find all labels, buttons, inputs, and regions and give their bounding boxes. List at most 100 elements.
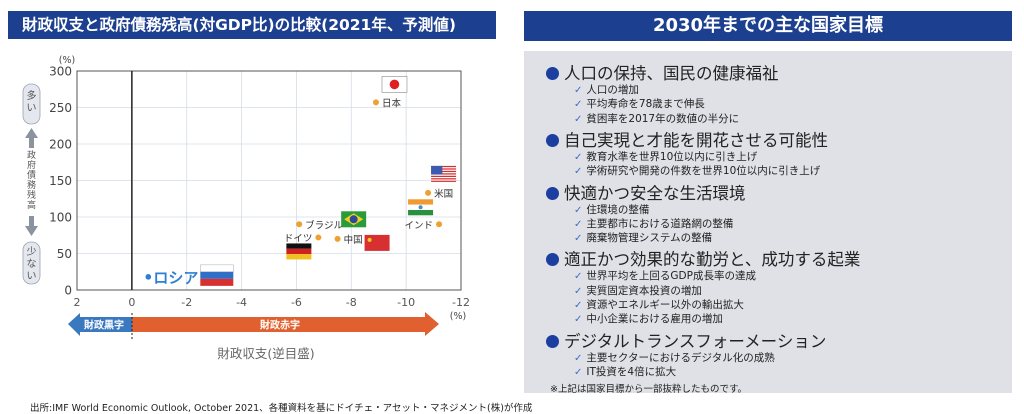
goal-item-text: 実質固定資本投資の増加	[586, 284, 702, 297]
check-icon: ✓	[574, 300, 583, 311]
check-icon: ✓	[574, 233, 583, 245]
check-icon: ✓	[574, 85, 583, 96]
japan-flag-icon	[381, 76, 408, 93]
y-tick-label: 150	[49, 174, 72, 188]
goal-item-text: 廃棄物管理システムの整備	[586, 232, 713, 245]
germany-flag-icon	[286, 243, 312, 260]
source-note: 出所:IMF World Economic Outlook, October 2…	[30, 403, 533, 414]
check-icon: ✓	[574, 366, 583, 378]
y-tick-label: 200	[49, 138, 72, 152]
data-point	[436, 221, 443, 228]
data-label: 中国	[344, 234, 363, 246]
goal-item: ✓ 教育水準を世界10位以内に引き上げ	[574, 149, 757, 164]
y-unit: (%)	[59, 55, 75, 66]
data-point	[145, 274, 152, 280]
check-icon: ✓	[574, 99, 583, 111]
check-icon: ✓	[574, 352, 583, 364]
check-icon: ✓	[574, 151, 583, 163]
goal-item-text: 人口の増加	[586, 84, 639, 96]
data-point	[372, 99, 379, 106]
goal-item: ✓ 資源やエネルギー以外の輸出拡大	[574, 297, 744, 312]
x-tick-label: -4	[236, 296, 247, 309]
x-tick-label: -2	[181, 296, 192, 309]
bullet-icon	[546, 186, 559, 200]
goal-heading-text: デジタルトランスフォーメーション	[564, 331, 827, 351]
grid	[76, 70, 462, 291]
x-tick-label: -6	[291, 296, 302, 309]
data-label: 日本	[382, 97, 402, 109]
goal-heading: 人口の保持、国民の健康福祉	[546, 60, 779, 84]
goal-item: ✓ 廃棄物管理システムの整備	[574, 230, 712, 245]
goal-item-text: 主要都市における道路網の整備	[586, 217, 734, 230]
check-icon: ✓	[574, 204, 583, 216]
deficit-arrow	[132, 312, 439, 336]
china-flag-icon	[364, 234, 390, 251]
goal-item-text: 資源やエネルギー以外の輸出拡大	[586, 299, 744, 311]
x-tick-label: -12	[452, 296, 470, 309]
x-tick-label: 0	[128, 296, 135, 309]
bullet-icon	[546, 67, 559, 80]
goals-title: 2030年までの主な国家目標	[524, 11, 1012, 41]
deficit-label: 財政赤字	[259, 319, 300, 332]
surplus-arrow	[68, 313, 132, 336]
goal-item: ✓ 世界平均を上回るGDP成長率の達成	[574, 268, 756, 283]
goal-heading-text: 自己実現と才能を開花させる可能性	[564, 130, 828, 150]
goal-item: ✓ 住環境の整備	[574, 202, 649, 217]
goal-item: ✓ IT投資を4倍に拡大	[574, 364, 676, 379]
y-side-label: 政府債務残高	[27, 149, 36, 211]
goal-item-text: 教育水準を世界10位以内に引き上げ	[586, 150, 758, 163]
data-label: 米国	[434, 188, 453, 200]
pill-bottom	[22, 241, 41, 285]
goal-item: ✓ 人口の増加	[574, 82, 639, 97]
goal-item-text: IT投資を4倍に拡大	[586, 365, 677, 378]
pill-top	[22, 83, 41, 125]
goal-item: ✓ 中小企業における雇用の増加	[574, 311, 723, 326]
goal-heading-text: 人口の保持、国民の健康福祉	[564, 64, 779, 83]
goal-item: ✓ 主要セクターにおけるデジタル化の成熟	[574, 350, 775, 365]
y-tick-label: 100	[49, 211, 72, 225]
usa-flag-icon	[431, 165, 457, 182]
y-tick-label: 300	[49, 65, 72, 79]
goal-item: ✓ 学術研究や開発の件数を世界10位以内に引き上げ	[574, 163, 820, 178]
x-tick-label: -10	[397, 296, 415, 309]
x-axis-caption: 財政収支(逆目盛)	[217, 346, 314, 361]
data-label: ドイツ	[284, 233, 313, 244]
goal-item: ✓ 主要都市における道路網の整備	[574, 216, 733, 231]
goal-heading: 快適かつ安全な生活環境	[546, 180, 746, 204]
bullet-icon	[546, 253, 559, 267]
x-tick-label: -8	[346, 296, 357, 309]
scatter-chart: 2 0 -2 -4 -6 -8 -10 -12050100150200250300(%)(%)…	[22, 55, 470, 361]
bullet-icon	[546, 334, 559, 348]
balance-arrows: 財政黒字 財政赤字 財政収支(逆目盛)	[68, 312, 439, 361]
goals-note: ※上記は国家目標から一部抜粋したものです。	[550, 384, 748, 396]
brazil-flag-icon	[341, 211, 367, 228]
goal-item-text: 平均寿命を78歳まで伸長	[586, 98, 705, 111]
x-tick-label: 2	[74, 296, 81, 309]
y-tick-label: 250	[49, 101, 72, 115]
data-label: ブラジル	[305, 219, 343, 231]
goal-item: ✓ 平均寿命を78歳まで伸長	[574, 96, 705, 111]
goal-item-text: 中小企業における雇用の増加	[586, 313, 723, 326]
goal-heading: デジタルトランスフォーメーション	[546, 328, 826, 352]
arrow-down-icon	[25, 216, 38, 236]
goal-item: ✓ 貧困率を2017年の数値の半分に	[574, 111, 739, 126]
goal-heading: 適正かつ効果的な勤労と、成功する起業	[546, 246, 860, 270]
y-tick-label: 0	[64, 284, 72, 298]
data-point	[425, 189, 432, 196]
axes	[76, 70, 462, 291]
goal-heading: 自己実現と才能を開花させる可能性	[546, 127, 828, 151]
check-icon: ✓	[574, 166, 583, 178]
goal-item: ✓ 実質固定資本投資の増加	[574, 283, 702, 298]
check-icon: ✓	[574, 314, 583, 326]
data-label: インド	[405, 220, 434, 231]
check-icon: ✓	[574, 285, 583, 297]
check-icon: ✓	[574, 218, 583, 230]
goals-panel: 人口の保持、国民の健康福祉 ✓ 人口の増加 ✓ 平均寿命を78歳まで伸長 ✓ 貧困率を201…	[524, 51, 1012, 396]
pill-bottom-text: 少ない	[27, 246, 37, 282]
arrow-up-icon	[25, 128, 38, 148]
goal-item-text: 世界平均を上回るGDP成長率の達成	[586, 270, 756, 283]
bullet-icon	[546, 133, 559, 147]
goal-heading-text: 快適かつ安全な生活環境	[564, 183, 746, 203]
